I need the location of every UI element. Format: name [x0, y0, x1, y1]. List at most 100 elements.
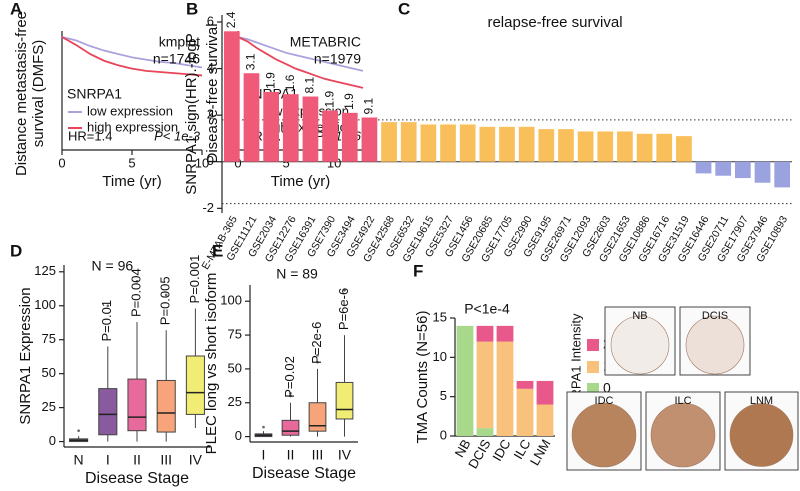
bar	[735, 161, 751, 179]
y-tick-label: 0	[440, 427, 447, 442]
bar	[243, 73, 260, 162]
bar	[459, 124, 476, 162]
outlier	[289, 394, 292, 398]
y-tick-label: 0	[207, 153, 214, 168]
outlier	[77, 429, 80, 433]
bar	[597, 131, 614, 162]
y-tick-label: 0	[235, 428, 242, 443]
outlier	[343, 289, 346, 292]
y-axis-label: PLEC long vs short isoform	[203, 273, 220, 455]
y-tick-label: 50	[228, 360, 242, 375]
legend-swatch	[587, 361, 599, 373]
x-tick-label: IV	[338, 447, 352, 463]
y-tick-label: 75	[228, 327, 242, 342]
bar-segment	[496, 341, 514, 436]
hazard-ratio: HR=1.4	[68, 128, 112, 143]
bar	[617, 131, 633, 162]
y-axis-label: TMA Counts (N=56)	[414, 311, 431, 444]
bar	[440, 124, 456, 162]
bar	[361, 117, 378, 162]
outlier	[289, 391, 292, 395]
x-tick-label: 0	[234, 155, 241, 170]
y-tick-label: 4	[207, 60, 214, 75]
p-value: P=0.001	[187, 255, 202, 304]
bar	[715, 161, 732, 176]
outlier	[135, 279, 139, 283]
y-axis-label: Disease-free survival	[204, 23, 221, 163]
x-tick-label: IV	[189, 452, 203, 468]
box	[127, 378, 147, 432]
chart-title: P<1e-4	[464, 301, 510, 317]
x-tick-label: III	[160, 452, 172, 468]
bar	[656, 133, 673, 162]
micrograph-label: ILC	[674, 395, 691, 407]
box	[308, 402, 327, 432]
y-tick-label: 100	[34, 297, 56, 312]
tissue-core	[571, 402, 637, 468]
x-tick-label: N	[74, 452, 84, 468]
bar-segment	[516, 388, 534, 436]
bar-segment	[536, 404, 554, 436]
legend-swatch	[587, 339, 599, 351]
p-value: P< 1e-3	[154, 128, 201, 143]
bar	[322, 110, 338, 162]
tissue-core	[610, 315, 670, 375]
micrograph-label: LNM	[750, 395, 773, 407]
bar	[282, 94, 299, 162]
y-tick-label: 75	[42, 331, 56, 346]
bar	[223, 31, 240, 162]
x-tick-label: 0	[58, 155, 65, 170]
tissue-core	[729, 403, 794, 467]
bar	[420, 124, 437, 162]
bar-annotation: 1.9	[322, 90, 336, 107]
bar	[302, 96, 319, 162]
y-tick-label: 25	[42, 399, 56, 414]
x-tick-label: 5	[128, 155, 135, 170]
x-tick-label: DCIS	[465, 436, 494, 471]
bar	[518, 126, 535, 162]
y-tick-label: 0	[49, 433, 56, 448]
box	[335, 381, 354, 420]
box	[185, 355, 205, 415]
bar	[479, 126, 496, 162]
x-tick-label: I	[106, 452, 110, 468]
bar-segment	[536, 380, 554, 405]
bar-segment	[476, 341, 494, 429]
panel-label: C	[398, 0, 410, 18]
bar-segment	[456, 325, 474, 436]
legend-label: low expression	[87, 103, 173, 118]
micrograph-label: NB	[632, 310, 647, 322]
micrograph-label: IDC	[595, 395, 614, 407]
bar	[577, 131, 594, 162]
sample-size: N = 89	[276, 266, 318, 282]
x-axis-label: Disease Stage	[85, 470, 189, 487]
bar-annotation: 3.1	[244, 53, 258, 70]
survival-curve	[237, 36, 364, 89]
bar	[400, 122, 417, 162]
x-tick-label: II	[133, 452, 141, 468]
x-axis-label: Time (yr)	[271, 173, 330, 190]
tissue-core	[685, 315, 745, 375]
bar-annotation: 1.9	[342, 93, 356, 110]
bar-segment	[476, 428, 494, 436]
panel-label: D	[10, 241, 22, 260]
box	[156, 379, 176, 433]
y-axis-label: survival (DMFS)	[30, 40, 47, 148]
micrograph-label: DCIS	[702, 310, 728, 322]
outlier	[164, 293, 168, 297]
bar	[538, 129, 555, 162]
x-tick-label: II	[287, 447, 295, 463]
x-tick-label: 5	[282, 155, 289, 170]
outlier	[316, 354, 319, 357]
y-tick-label: 100	[220, 293, 242, 308]
bar	[636, 133, 653, 162]
bar-segment	[516, 380, 534, 389]
y-axis-label: SNRPA1 Expression	[17, 287, 34, 424]
y-tick-label: 25	[228, 394, 242, 409]
sample-size: n=1746	[153, 51, 200, 67]
survival-curve	[61, 36, 203, 77]
legend-label: high expression	[87, 119, 178, 134]
bar-annotation: 2.4	[224, 11, 238, 28]
panel-label: A	[10, 0, 22, 18]
bar	[381, 122, 397, 162]
